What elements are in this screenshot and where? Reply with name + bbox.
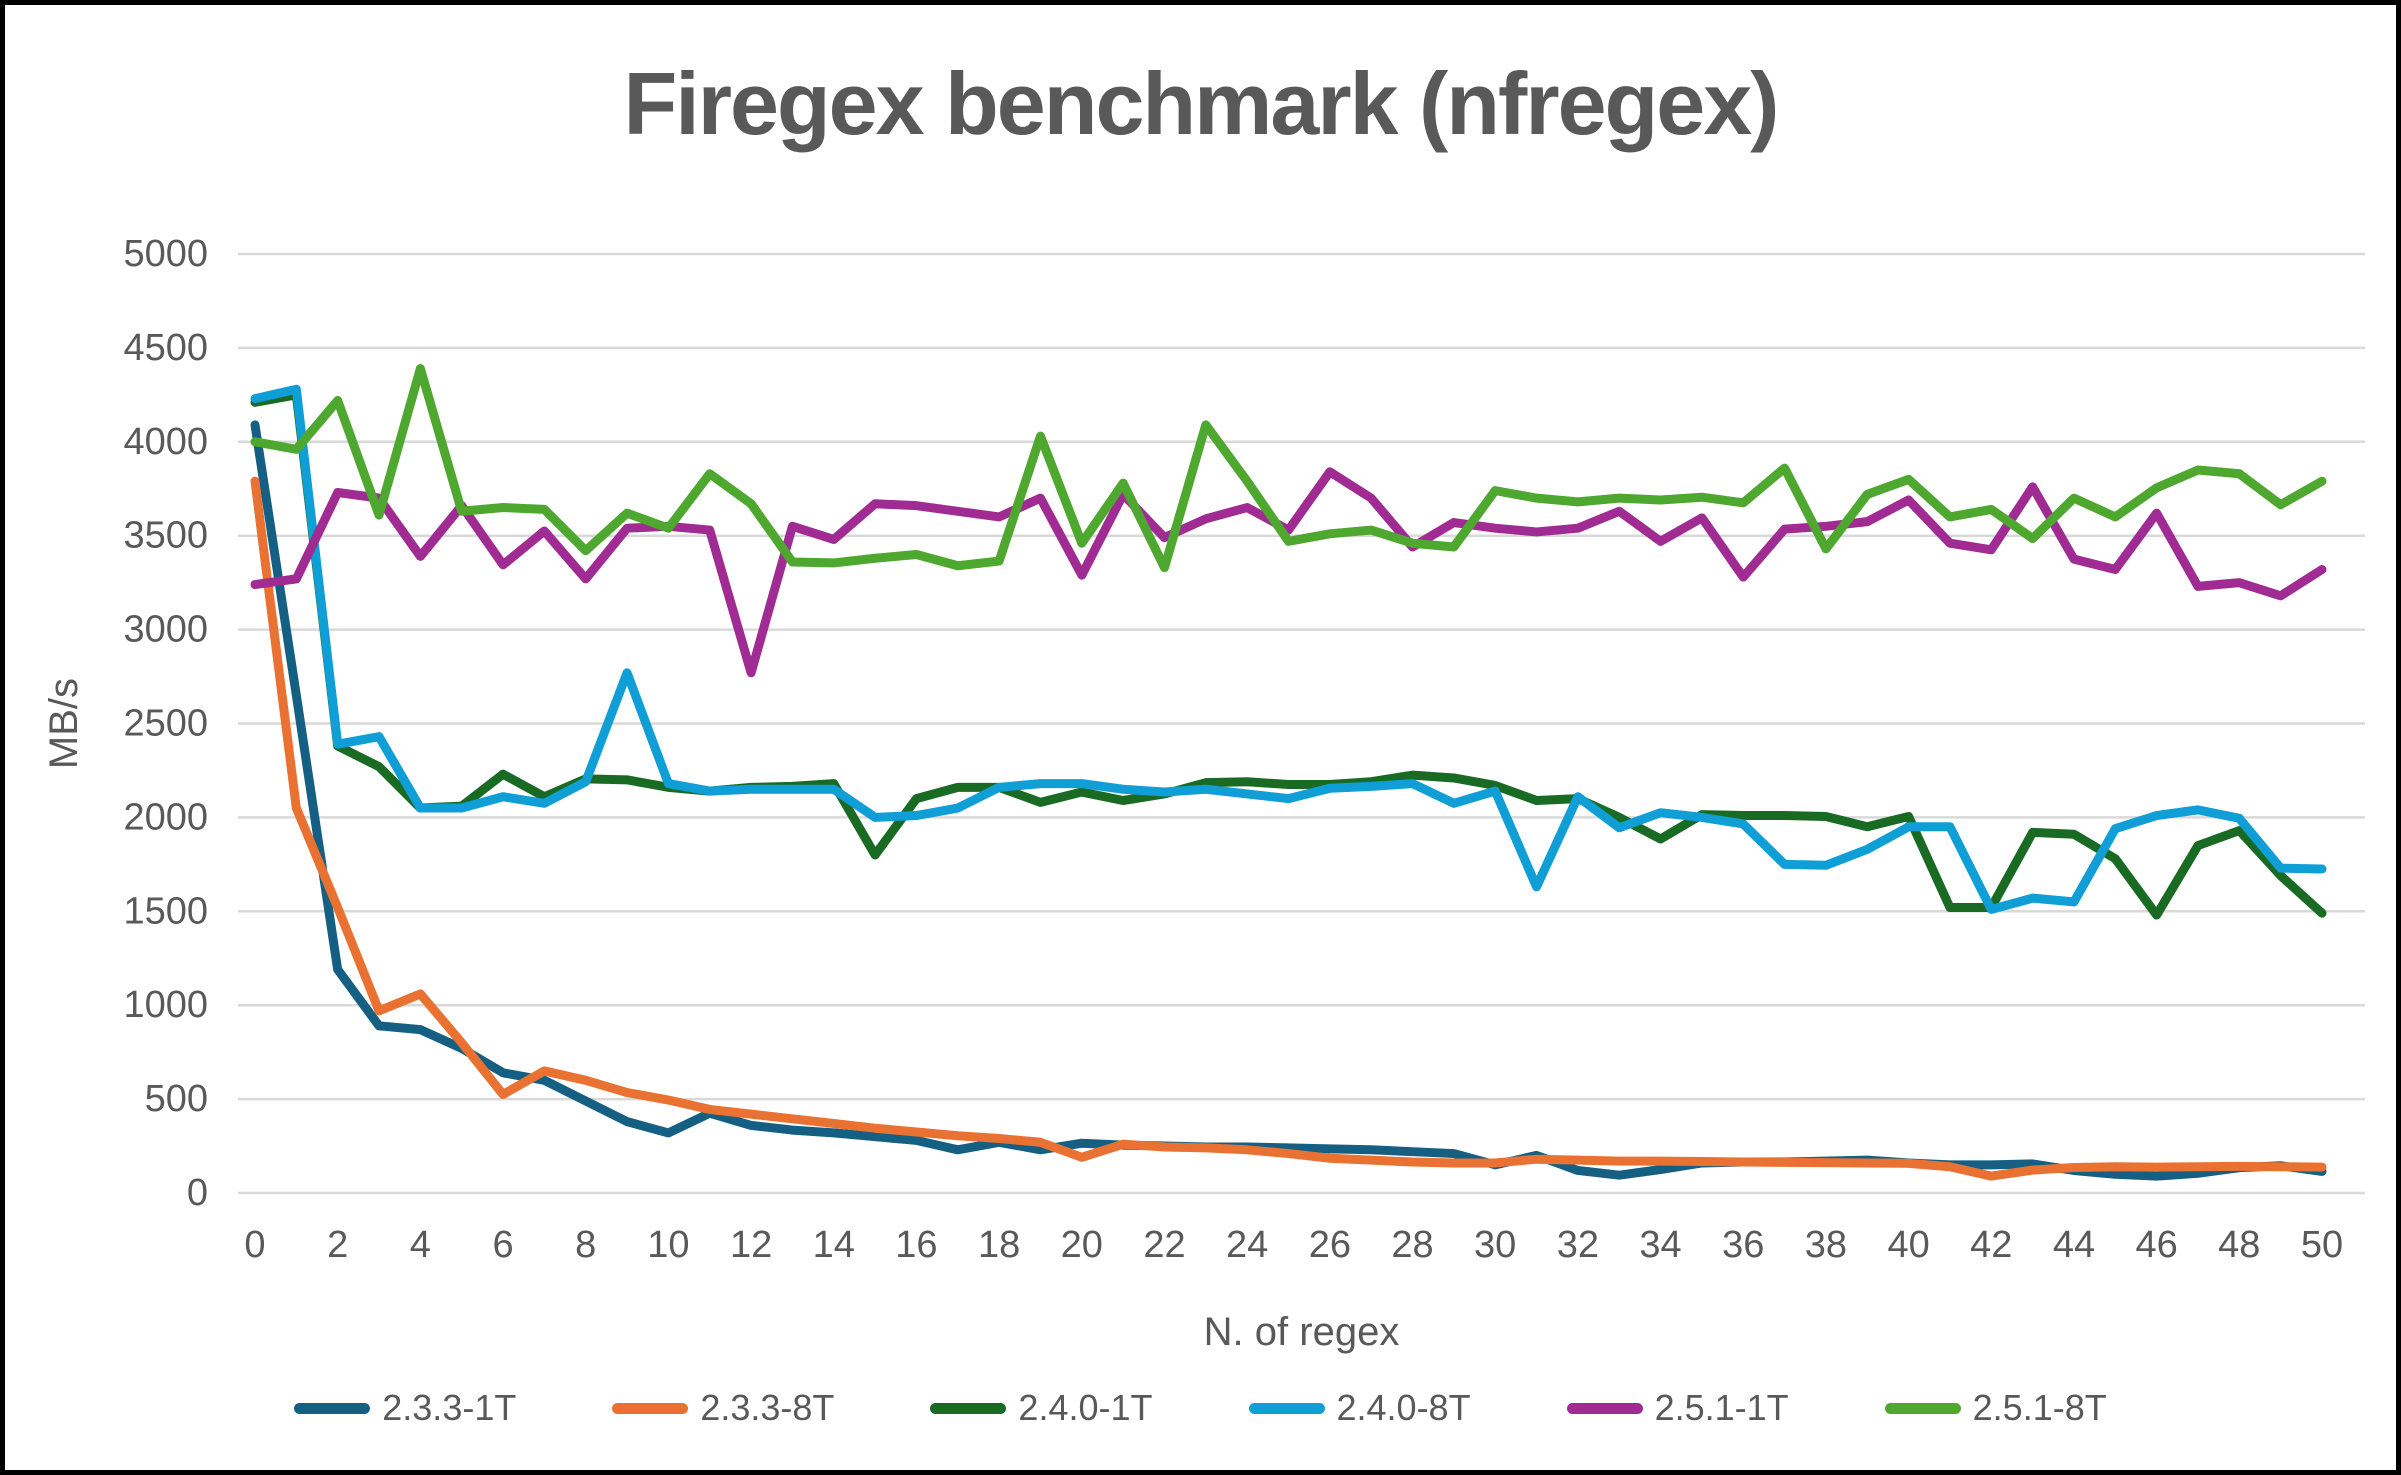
x-tick-label-32: 32: [1557, 1224, 1599, 1266]
legend-label-2.5.1-1T: 2.5.1-1T: [1654, 1387, 1789, 1428]
legend-swatch-2.3.3-1T: [294, 1402, 371, 1414]
series-line-2.5.1-8T: [250, 364, 2327, 573]
series-line-2.4.0-1T: [250, 390, 2327, 920]
x-tick-label-12: 12: [730, 1224, 772, 1266]
legend-swatch-2.3.3-8T: [612, 1402, 689, 1414]
x-tick-label-10: 10: [647, 1224, 689, 1266]
legend-item-2.5.1-1T: 2.5.1-1T: [1566, 1387, 1789, 1429]
x-tick-label-38: 38: [1805, 1224, 1847, 1266]
legend-item-2.3.3-1T: 2.3.3-1T: [294, 1387, 516, 1429]
x-axis-title: N. of regex: [1204, 1310, 1400, 1354]
x-tick-label-6: 6: [492, 1224, 513, 1266]
x-tick-label-36: 36: [1722, 1224, 1764, 1266]
y-tick-label-1500: 1500: [123, 890, 208, 932]
x-tick-label-8: 8: [575, 1224, 596, 1266]
y-tick-label-4500: 4500: [123, 327, 208, 369]
x-tick-label-0: 0: [244, 1224, 265, 1266]
legend-label-2.4.0-1T: 2.4.0-1T: [1018, 1387, 1153, 1428]
y-tick-label-2500: 2500: [123, 703, 208, 745]
y-tick-label-500: 500: [145, 1078, 208, 1120]
x-tick-label-14: 14: [813, 1224, 855, 1266]
legend-swatch-2.4.0-1T: [930, 1402, 1007, 1414]
x-tick-label-22: 22: [1143, 1224, 1185, 1266]
x-tick-label-18: 18: [978, 1224, 1020, 1266]
legend-label-2.5.1-8T: 2.5.1-8T: [1972, 1387, 2107, 1428]
x-tick-label-28: 28: [1391, 1224, 1433, 1266]
y-tick-label-3000: 3000: [123, 609, 208, 651]
x-tick-label-34: 34: [1639, 1224, 1681, 1266]
y-axis-title: MB/s: [42, 678, 86, 769]
x-tick-label-26: 26: [1309, 1224, 1351, 1266]
y-tick-label-0: 0: [187, 1172, 208, 1214]
y-tick-label-5000: 5000: [123, 233, 208, 275]
x-tick-label-48: 48: [2218, 1224, 2260, 1266]
series-line-2.3.3-8T: [250, 476, 2327, 1181]
x-tick-label-16: 16: [895, 1224, 937, 1266]
series-line-2.5.1-1T: [250, 467, 2327, 678]
x-tick-label-40: 40: [1887, 1224, 1929, 1266]
x-tick-label-20: 20: [1061, 1224, 1103, 1266]
legend-item-2.3.3-8T: 2.3.3-8T: [612, 1387, 834, 1429]
y-tick-label-3500: 3500: [123, 515, 208, 557]
legend-item-2.5.1-8T: 2.5.1-8T: [1884, 1387, 2107, 1429]
x-tick-label-4: 4: [410, 1224, 431, 1266]
series-line-2.3.3-1T: [250, 420, 2327, 1181]
series-line-2.4.0-8T: [250, 384, 2327, 914]
y-tick-label-2000: 2000: [123, 796, 208, 838]
legend-label-2.3.3-8T: 2.3.3-8T: [700, 1387, 835, 1428]
legend-swatch-2.5.1-8T: [1884, 1402, 1961, 1414]
chart-title: Firegex benchmark (nfregex): [623, 54, 1780, 153]
legend-swatch-2.5.1-1T: [1566, 1402, 1643, 1414]
chart-svg: 0500100015002000250030003500400045005000…: [42, 233, 2365, 1354]
legend-item-2.4.0-8T: 2.4.0-8T: [1248, 1387, 1471, 1429]
x-tick-label-44: 44: [2053, 1224, 2095, 1266]
x-tick-label-46: 46: [2135, 1224, 2177, 1266]
x-tick-label-42: 42: [1970, 1224, 2012, 1266]
x-tick-label-50: 50: [2301, 1224, 2343, 1266]
legend-label-2.3.3-1T: 2.3.3-1T: [382, 1387, 517, 1428]
legend-item-2.4.0-1T: 2.4.0-1T: [930, 1387, 1153, 1429]
legend-label-2.4.0-8T: 2.4.0-8T: [1336, 1387, 1471, 1428]
legend-swatch-2.4.0-8T: [1248, 1402, 1325, 1414]
x-tick-label-2: 2: [327, 1224, 348, 1266]
y-tick-label-1000: 1000: [123, 984, 208, 1026]
x-tick-label-30: 30: [1474, 1224, 1516, 1266]
x-tick-label-24: 24: [1226, 1224, 1268, 1266]
chart-legend: 2.3.3-1T 2.3.3-8T 2.4.0-1T 2.4.0-8T 2.5.1-1T…: [5, 1387, 2396, 1429]
y-tick-label-4000: 4000: [123, 421, 208, 463]
